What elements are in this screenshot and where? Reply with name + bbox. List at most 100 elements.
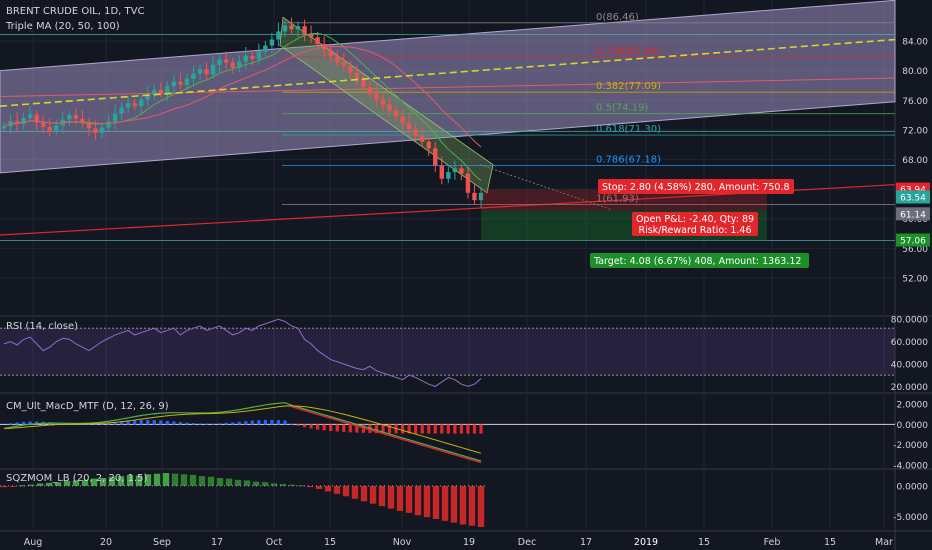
time-tick-label: Sep (153, 537, 171, 548)
time-axis[interactable]: Aug 20 Sep 17 Oct 15 Nov 19 Dec 17 2019 15 Feb 15 Mar (24, 537, 893, 548)
candle-body (243, 55, 248, 62)
macd-histogram-bar (35, 421, 39, 425)
macd-histogram-bar (218, 423, 222, 425)
macd-histogram-bar (237, 421, 241, 425)
sqzmom-legend[interactable]: SQZMOM_LB (20, 2, 20, 1.5) (6, 473, 148, 484)
macd-histogram-bar (446, 424, 450, 434)
macd-histogram-bar (453, 424, 457, 434)
macd-histogram-bar (276, 420, 281, 425)
macd-tick-label: 2.0000 (897, 401, 929, 411)
macd-tick-label: 0.0000 (897, 421, 929, 431)
fib-level-label: 0.382(77.09) (596, 81, 661, 92)
fib-level-label: 0.236(81.84) (596, 46, 661, 57)
momentum-bar (324, 485, 332, 492)
candle-body (27, 114, 33, 119)
sqz-tick-label: -5.0000 (893, 513, 928, 523)
down-channel (279, 16, 494, 194)
macd-tick-label: -2.0000 (893, 441, 928, 451)
momentum-bar (234, 479, 242, 486)
fib-level-label: 0(86.46) (596, 12, 639, 23)
candle-body (282, 25, 288, 32)
rsi-tick-label: 60.0000 (891, 338, 928, 348)
price-axis[interactable]: 84.0080.0076.0072.0068.0064.0060.0056.00… (891, 38, 930, 524)
macd-histogram-bar (302, 424, 307, 428)
candle-body (125, 103, 131, 108)
candle-body (302, 26, 307, 35)
macd-line (3, 402, 482, 462)
momentum-bar (432, 485, 440, 519)
candle-body (230, 62, 235, 68)
candlestick-series (1, 17, 484, 209)
rsi-tick-label: 20.0000 (891, 383, 928, 393)
price-marker-label: 63.54 (900, 194, 926, 204)
macd-histogram-bar (479, 424, 483, 434)
price-tick-label: 80.00 (902, 67, 928, 77)
time-tick-label: 15 (698, 537, 710, 548)
macd-histogram-bar (224, 422, 228, 425)
candle-body (446, 172, 451, 179)
time-tick-label: 17 (211, 537, 223, 548)
price-marker-box (896, 233, 930, 247)
candle-body (47, 126, 52, 131)
candle-body (132, 103, 137, 107)
momentum-bar (477, 485, 485, 527)
triple-ma-legend[interactable]: Triple MA (20, 50, 100) (6, 21, 120, 32)
candle-body (21, 118, 26, 124)
macd-histogram-bar (381, 424, 385, 434)
macd-histogram-bar (113, 421, 117, 425)
momentum-bar (117, 476, 125, 486)
stop-label: Stop: 2.80 (4.58%) 280, Amount: 750.8 (602, 182, 790, 193)
macd-histogram-bar (198, 423, 202, 425)
macd-histogram-bar (414, 424, 418, 434)
candle-body (158, 89, 164, 93)
macd-histogram-bar (165, 420, 169, 425)
macd-histogram-bar (250, 420, 254, 425)
momentum-bar (369, 485, 377, 504)
time-tick-label: 20 (100, 537, 112, 548)
candle-body (413, 129, 418, 136)
time-tick-label: Mar (875, 537, 893, 548)
macd-histogram-bar (231, 422, 235, 425)
macd-histogram-bar (106, 422, 111, 425)
trendline-upper (0, 77, 896, 98)
macd-histogram-bar (296, 424, 300, 426)
macd-histogram-bar (146, 419, 150, 425)
position-tool[interactable]: Stop: 2.80 (4.58%) 280, Amount: 750.8 Ope… (481, 179, 809, 268)
momentum-bar (216, 477, 224, 486)
candle-body (478, 192, 484, 201)
candle-body (295, 26, 301, 30)
momentum-bar (153, 473, 161, 486)
momentum-bar (18, 485, 26, 487)
momentum-bar (126, 474, 134, 486)
macd-histogram-bar (178, 422, 183, 425)
momentum-bar (207, 476, 215, 486)
rsi-band (0, 328, 895, 376)
candle-body (465, 173, 471, 193)
candle-body (210, 64, 216, 75)
ma-20-line (3, 32, 482, 181)
macd-histogram-bar (204, 423, 209, 425)
candle-body (99, 127, 105, 133)
candle-body (380, 99, 386, 105)
candle-body (184, 78, 190, 85)
candle-body (263, 45, 268, 52)
macd-histogram-bar (159, 420, 163, 425)
momentum-bar (414, 485, 422, 516)
price-tick-label: 52.00 (902, 274, 928, 284)
macd-legend[interactable]: CM_Ult_MacD_MTF (D, 12, 26, 9) (6, 401, 169, 412)
macd-histogram-bar (322, 424, 326, 431)
time-tick-label: Oct (266, 537, 283, 548)
macd-histogram-bar (257, 420, 261, 425)
macd-histogram-bar (15, 422, 19, 425)
macd-histogram-bar (244, 421, 248, 425)
candle-body (119, 107, 124, 114)
momentum-bar (180, 474, 188, 486)
candle-body (387, 104, 392, 111)
candle-body (145, 94, 150, 100)
fib-level-label: 0.618(71.30) (596, 124, 661, 135)
candle-body (426, 141, 431, 149)
rsi-legend[interactable]: RSI (14, close) (6, 321, 79, 332)
macd-panel (0, 402, 895, 464)
macd-histogram-bar (472, 424, 477, 434)
